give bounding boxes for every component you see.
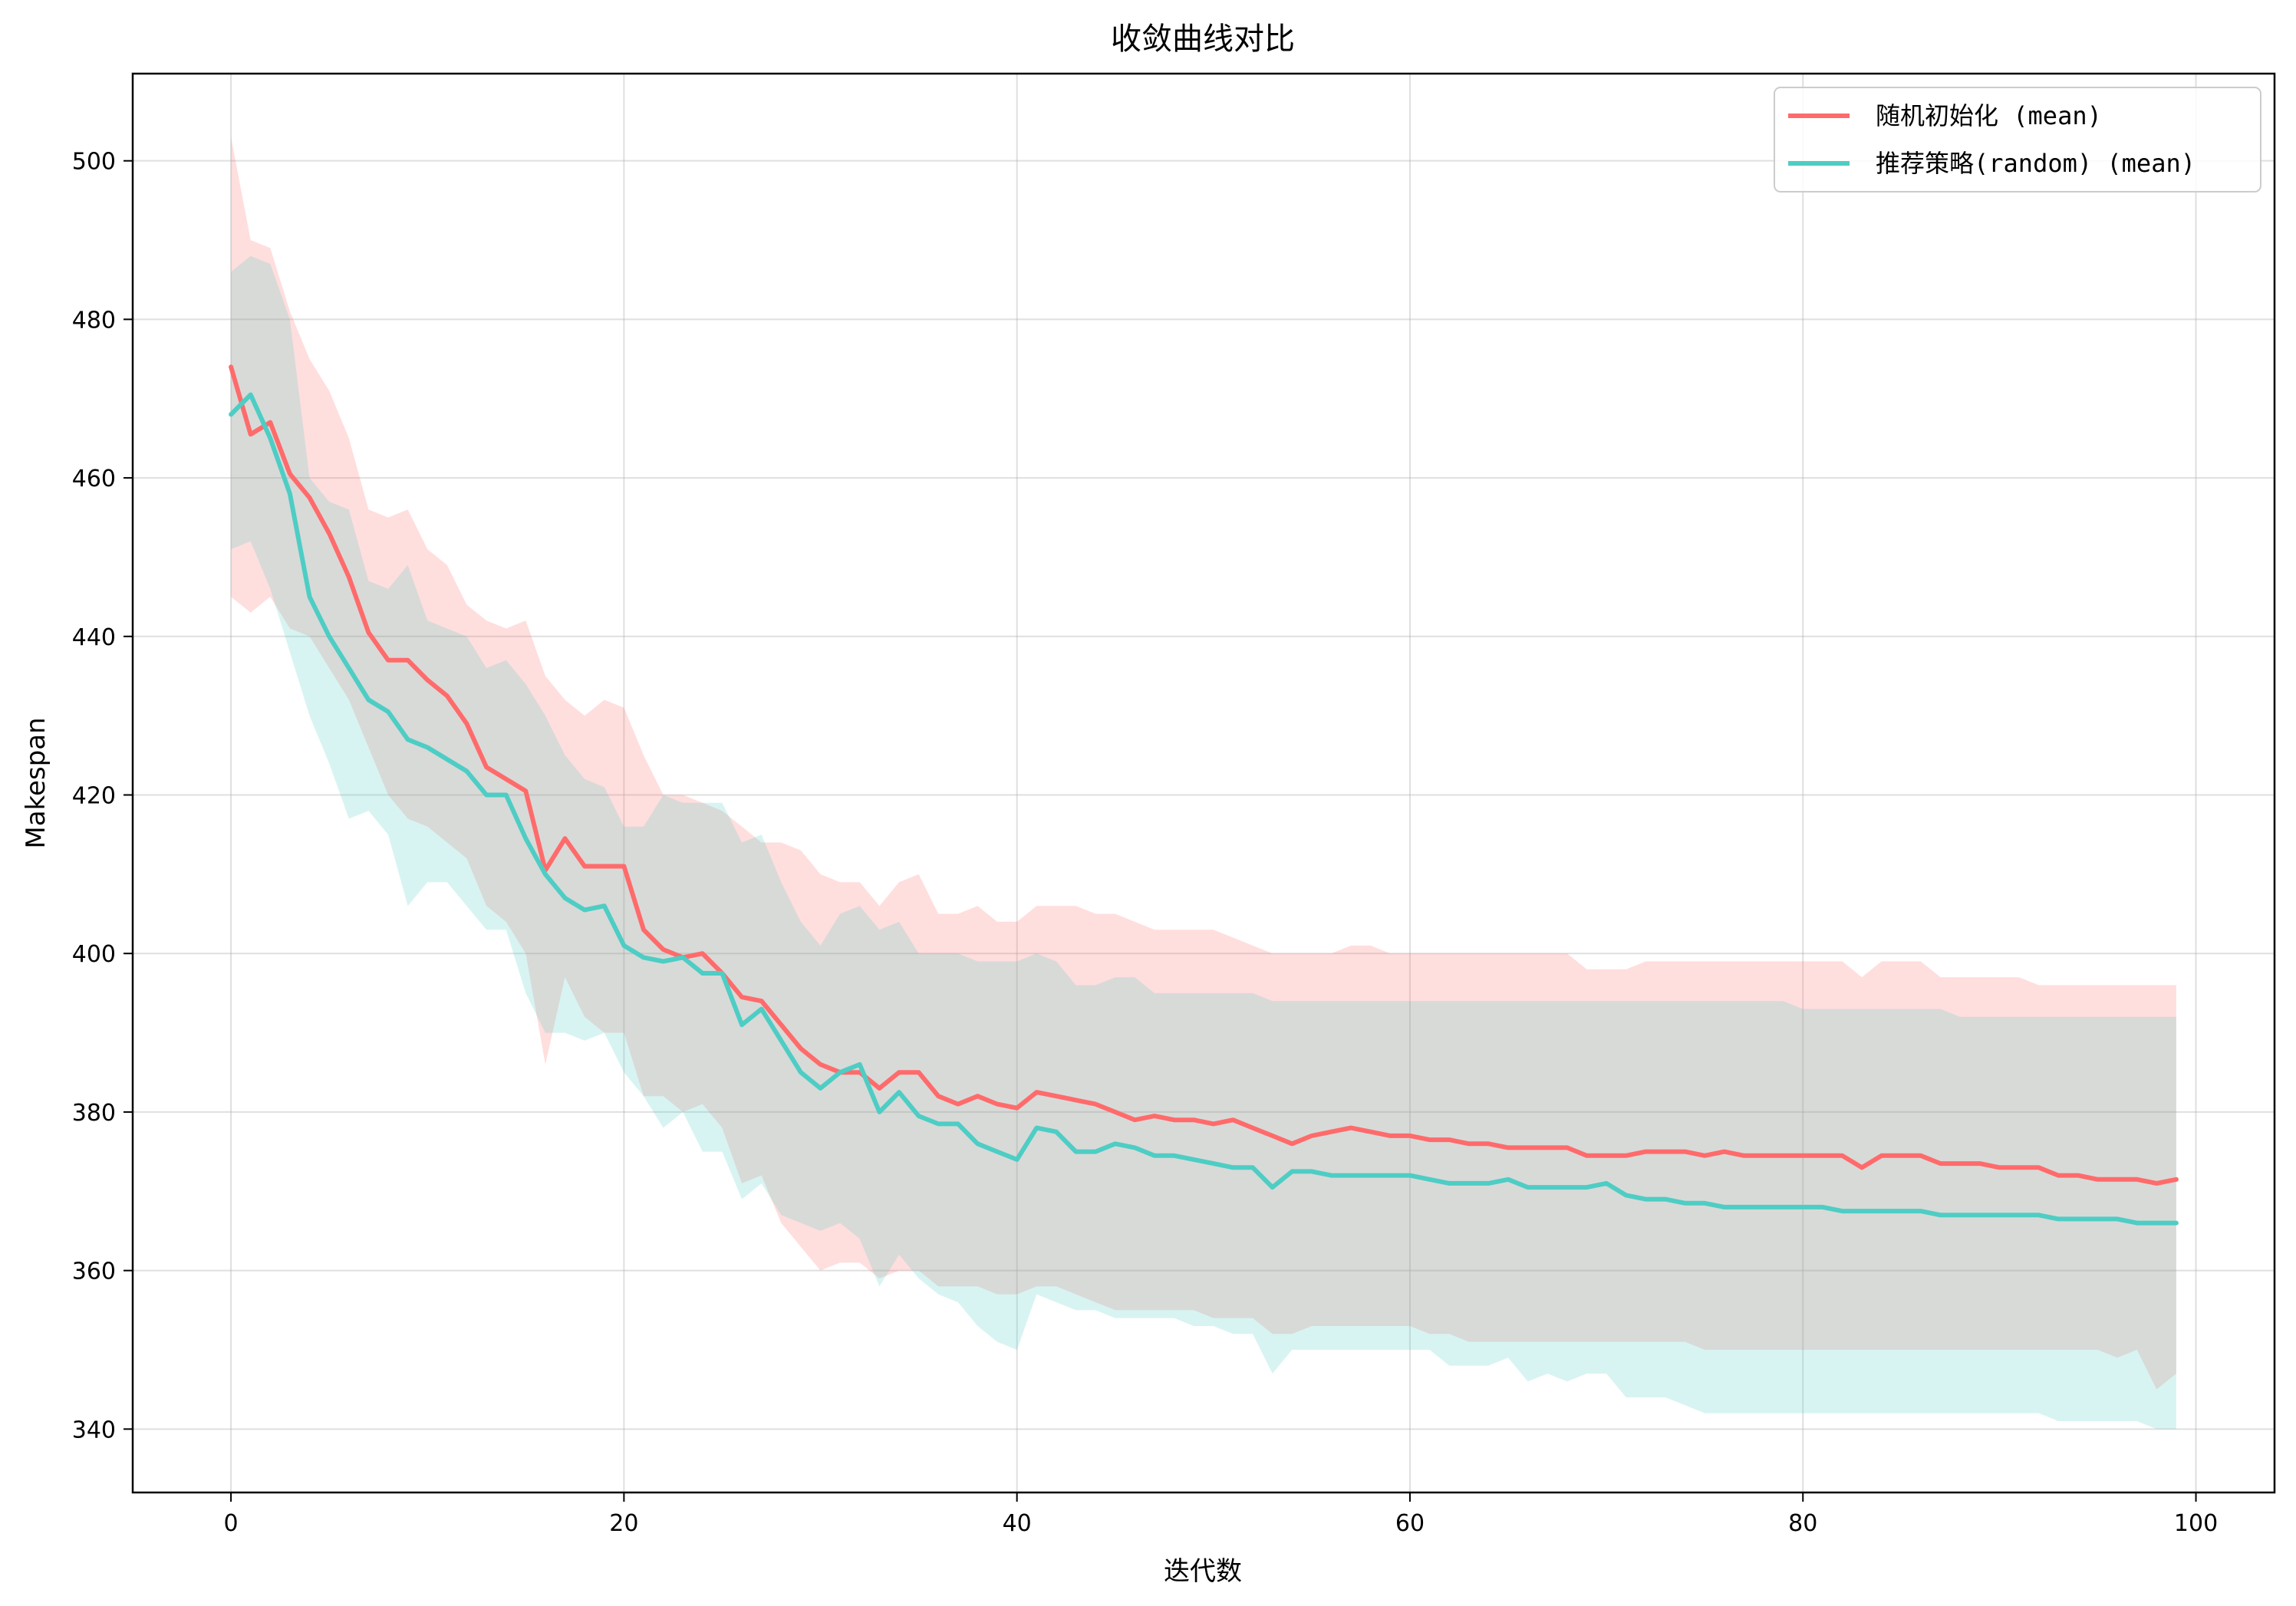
y-tick-label: 360 xyxy=(72,1259,116,1285)
mean-line-series-0 xyxy=(229,364,2179,1186)
y-tick-label: 480 xyxy=(72,307,116,334)
legend-label-series-0: 随机初始化 (mean) xyxy=(1876,101,2102,130)
x-axis-label: 迭代数 xyxy=(1164,1556,1242,1587)
std-bands xyxy=(231,137,2176,1430)
x-tick-label: 0 xyxy=(224,1510,239,1537)
x-tick-label: 40 xyxy=(1003,1510,1032,1537)
legend: 随机初始化 (mean) 推荐策略(random) (mean) xyxy=(1774,87,2261,193)
chart-title: 收敛曲线对比 xyxy=(1111,21,1295,57)
legend-label-series-1: 推荐策略(random) (mean) xyxy=(1876,149,2196,178)
y-axis-label: Makespan xyxy=(21,717,51,848)
mean-lines xyxy=(229,364,2179,1226)
plot-frame xyxy=(131,72,2276,1494)
grid xyxy=(133,74,2275,1492)
y-tick-label: 460 xyxy=(72,466,116,492)
x-tick-label: 60 xyxy=(1395,1510,1425,1537)
x-tick-label: 20 xyxy=(609,1510,638,1537)
y-tick-label: 400 xyxy=(72,941,116,968)
x-tick-label: 100 xyxy=(2174,1510,2218,1537)
axis-ticks: 0 20 40 60 80 100 340 360 380 400 420 440 460 480 500 xyxy=(72,149,2218,1537)
y-tick-label: 340 xyxy=(72,1417,116,1443)
y-tick-label: 500 xyxy=(72,149,116,176)
y-tick-label: 420 xyxy=(72,783,116,810)
y-tick-label: 380 xyxy=(72,1100,116,1127)
mean-line-series-1 xyxy=(229,392,2179,1226)
std-band-series-0 xyxy=(231,137,2176,1390)
y-tick-label: 440 xyxy=(72,624,116,651)
std-band-series-1 xyxy=(231,255,2176,1430)
x-tick-label: 80 xyxy=(1788,1510,1817,1537)
legend-box xyxy=(1774,87,2261,193)
